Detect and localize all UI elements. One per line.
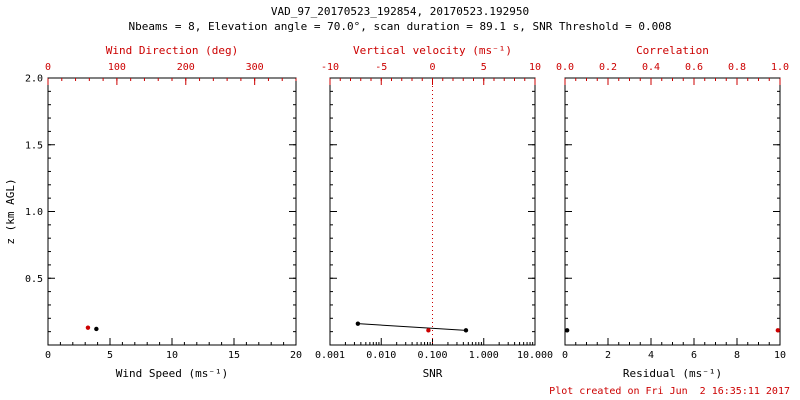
panel-frame: [564, 77, 781, 346]
plot-subtitle: Nbeams = 8, Elevation angle = 70.0°, sca…: [128, 20, 672, 33]
x-tick-label: 2: [605, 350, 611, 361]
x-tick-label: 6: [691, 350, 697, 361]
wind-speed-panel-top-axis-title: Wind Direction (deg): [106, 44, 238, 57]
wind-direction-point: [85, 325, 91, 330]
wind-speed-panel-bottom-axis-title: Wind Speed (ms⁻¹): [116, 367, 229, 380]
top-tick-label: 0.8: [728, 62, 746, 73]
top-tick-label: 100: [108, 62, 126, 73]
residual-panel-top-axis-title: Correlation: [636, 44, 709, 57]
snr-panel: 0.001 0.010 0.100 1.000 10.000 SNR -10 -5 0 5 10 Ve…: [315, 44, 553, 380]
top-tick-label: 0.2: [599, 62, 617, 73]
wind-speed-point: [94, 326, 99, 332]
top-tick-label: 0.4: [642, 62, 660, 73]
snr-point: [355, 321, 361, 326]
y-axis-title: z (km AGL): [4, 178, 17, 244]
creation-timestamp: Plot created on Fri Jun 2 16:35:11 2017: [549, 386, 790, 397]
plot-title: VAD_97_20170523_192854, 20170523.192950: [270, 5, 530, 18]
x-tick-label: 0.001: [315, 350, 345, 361]
top-tick-label: -5: [375, 62, 387, 73]
correlation-point: [775, 328, 781, 333]
residual-panel-bottom-axis-title: Residual (ms⁻¹): [623, 367, 722, 380]
x-tick-label: 5: [107, 350, 113, 361]
x-tick-label: 15: [228, 350, 240, 361]
top-tick-label: 0: [429, 62, 435, 73]
vertical-velocity-point: [426, 328, 431, 333]
residual-panel: 0 2 4 6 8 10 Residual (ms⁻¹) 0.0 0.2 0.4 0.6 0.8 1.0…: [556, 44, 789, 380]
snr-line: [357, 323, 467, 331]
top-tick-label: -10: [321, 62, 339, 73]
top-tick-label: 200: [177, 62, 195, 73]
top-tick-label: 10: [529, 62, 541, 73]
x-tick-label: 0: [45, 350, 51, 361]
snr-point: [463, 328, 469, 333]
wind-speed-panel: 0 5 10 15 20 Wind Speed (ms⁻¹) 0 100 200 300 Wind …: [4, 44, 302, 380]
x-tick-label: 1.000: [469, 350, 499, 361]
panel-frame: [47, 77, 297, 346]
y-tick-label: 1.0: [25, 207, 43, 218]
y-tick-label: 0.5: [25, 274, 43, 285]
y-tick-label: 1.5: [25, 140, 43, 151]
snr-panel-top-axis-title: Vertical velocity (ms⁻¹): [353, 44, 512, 57]
top-tick-label: 0.0: [556, 62, 574, 73]
x-tick-label: 0.010: [366, 350, 396, 361]
top-tick-label: 0.6: [685, 62, 703, 73]
top-tick-label: 0: [45, 62, 51, 73]
y-tick-label: 2.0: [25, 74, 43, 85]
x-tick-label: 10: [774, 350, 786, 361]
x-tick-label: 8: [734, 350, 740, 361]
top-tick-label: 300: [246, 62, 264, 73]
x-tick-label: 10.000: [517, 350, 553, 361]
x-tick-label: 0: [562, 350, 568, 361]
x-tick-label: 10: [166, 350, 178, 361]
top-tick-label: 1.0: [771, 62, 789, 73]
x-tick-label: 0.100: [417, 350, 447, 361]
snr-panel-bottom-axis-title: SNR: [423, 367, 443, 380]
top-tick-label: 5: [481, 62, 487, 73]
x-tick-label: 4: [648, 350, 654, 361]
x-tick-label: 20: [290, 350, 302, 361]
residual-point: [564, 328, 570, 333]
